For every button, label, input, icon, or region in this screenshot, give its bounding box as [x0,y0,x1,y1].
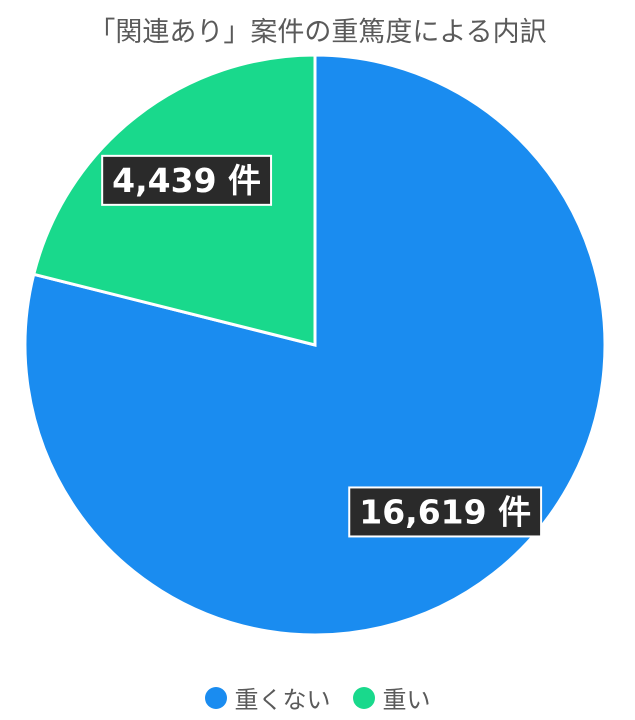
data-label-text: 4,439 件 [112,161,261,200]
legend-item-serious[interactable]: 重い [352,680,431,715]
data-label-text: 16,619 件 [359,492,531,531]
legend-label-not-serious: 重くない [234,686,331,714]
legend: 重くない 重い [0,680,635,715]
data-label-serious: 4,439 件 [101,154,273,206]
data-label-box [101,154,273,206]
chart-title: 「関連あり」案件の重篤度による内訳 [88,17,547,48]
data-label-box [348,486,543,538]
pie-slices [23,53,607,637]
data-label-not-serious: 16,619 件 [348,486,543,538]
legend-label-serious: 重い [382,686,431,714]
legend-swatch-serious [352,686,375,709]
legend-item-not-serious[interactable]: 重くない [204,680,331,715]
pie-data-labels: 16,619 件 4,439 件 [101,154,543,538]
legend-swatch-not-serious [204,686,227,709]
